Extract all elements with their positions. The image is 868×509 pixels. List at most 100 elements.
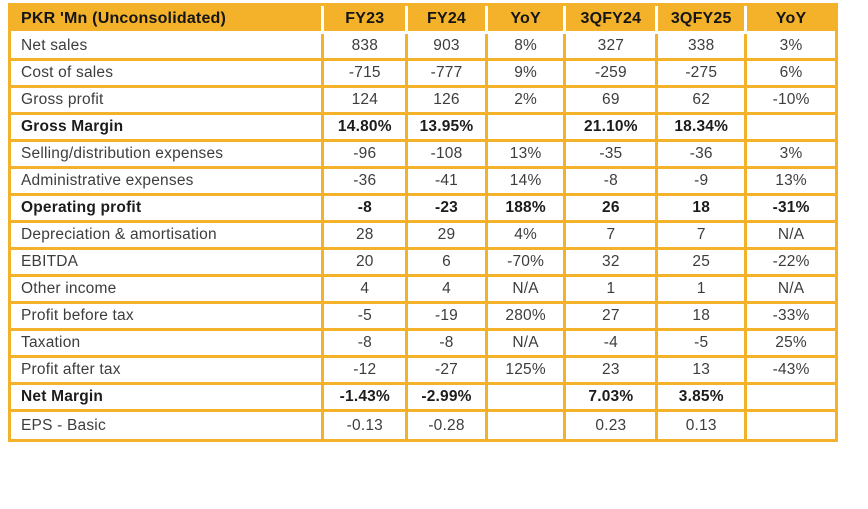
row-label-cell: Administrative expenses (11, 169, 325, 196)
value-cell: 25% (747, 331, 835, 358)
value-cell: -5 (324, 304, 409, 331)
value-cell: 14% (487, 169, 567, 196)
value-cell: -10% (747, 88, 835, 115)
value-cell: 3% (747, 142, 835, 169)
value-cell: 20 (324, 250, 409, 277)
header-cell-title: PKR 'Mn (Unconsolidated) (11, 6, 325, 34)
header-cell-fy23-1: FY23 (324, 6, 409, 34)
value-cell: 6% (747, 61, 835, 88)
value-cell (487, 412, 567, 439)
row-depreciation-amortisation: Depreciation & amortisation 28 29 4% 7 7 N/A (11, 223, 835, 250)
value-cell: 26 (566, 196, 659, 223)
value-cell: -8 (324, 196, 409, 223)
value-cell: 126 (408, 88, 488, 115)
value-cell: 7 (658, 223, 748, 250)
value-cell: 7 (566, 223, 659, 250)
value-cell: -777 (408, 61, 488, 88)
header-cell-yoy-6: YoY (747, 6, 835, 34)
value-cell: 13% (487, 142, 567, 169)
value-cell: -36 (324, 169, 409, 196)
value-cell: 1 (566, 277, 659, 304)
value-cell: -70% (487, 250, 567, 277)
row-label-cell: Gross profit (11, 88, 325, 115)
value-cell: -8 (324, 331, 409, 358)
value-cell: 6 (408, 250, 488, 277)
value-cell: 4 (324, 277, 409, 304)
value-cell: 903 (408, 34, 488, 61)
value-cell: 338 (658, 34, 748, 61)
header-cell-3qfy24-4: 3QFY24 (566, 6, 659, 34)
value-cell: -12 (324, 358, 409, 385)
value-cell: 62 (658, 88, 748, 115)
row-gross-margin: Gross Margin 14.80% 13.95% 21.10% 18.34% (11, 115, 835, 142)
value-cell: 27 (566, 304, 659, 331)
value-cell: N/A (747, 223, 835, 250)
value-cell: -43% (747, 358, 835, 385)
value-cell: 124 (324, 88, 409, 115)
value-cell: N/A (487, 331, 567, 358)
value-cell (747, 412, 835, 439)
value-cell: 23 (566, 358, 659, 385)
value-cell: 125% (487, 358, 567, 385)
value-cell: 18 (658, 304, 748, 331)
value-cell: 25 (658, 250, 748, 277)
value-cell: -275 (658, 61, 748, 88)
value-cell: 8% (487, 34, 567, 61)
row-label-cell: EPS - Basic (11, 412, 325, 439)
value-cell (747, 385, 835, 412)
value-cell: -8 (566, 169, 659, 196)
row-label-cell: Other income (11, 277, 325, 304)
row-label-cell: Cost of sales (11, 61, 325, 88)
value-cell: 3.85% (658, 385, 748, 412)
value-cell (487, 385, 567, 412)
value-cell: 69 (566, 88, 659, 115)
value-cell: 4 (408, 277, 488, 304)
value-cell: -259 (566, 61, 659, 88)
value-cell: 7.03% (566, 385, 659, 412)
financial-results-table: PKR 'Mn (Unconsolidated) FY23 FY24 YoY 3QFY2… (8, 3, 838, 442)
row-ebitda: EBITDA 20 6 -70% 32 25 -22% (11, 250, 835, 277)
value-cell: 28 (324, 223, 409, 250)
row-net-sales: Net sales 838 903 8% 327 338 3% (11, 34, 835, 61)
value-cell: -41 (408, 169, 488, 196)
value-cell: -23 (408, 196, 488, 223)
value-cell: -96 (324, 142, 409, 169)
value-cell: -36 (658, 142, 748, 169)
value-cell: -19 (408, 304, 488, 331)
value-cell: 13% (747, 169, 835, 196)
value-cell: -2.99% (408, 385, 488, 412)
row-label-cell: Depreciation & amortisation (11, 223, 325, 250)
value-cell: 9% (487, 61, 567, 88)
value-cell: 188% (487, 196, 567, 223)
row-profit-after-tax: Profit after tax -12 -27 125% 23 13 -43% (11, 358, 835, 385)
header-cell-3qfy25-5: 3QFY25 (658, 6, 748, 34)
value-cell: -4 (566, 331, 659, 358)
row-label-cell: Net Margin (11, 385, 325, 412)
table-body: Net sales 838 903 8% 327 338 3% Cost of sales -7… (11, 34, 835, 439)
row-label-cell: Gross Margin (11, 115, 325, 142)
row-label-cell: Net sales (11, 34, 325, 61)
value-cell: 13.95% (408, 115, 488, 142)
row-label-cell: Selling/distribution expenses (11, 142, 325, 169)
value-cell: 29 (408, 223, 488, 250)
value-cell: -9 (658, 169, 748, 196)
value-cell: 327 (566, 34, 659, 61)
row-operating-profit: Operating profit -8 -23 188% 26 18 -31% (11, 196, 835, 223)
table-header: PKR 'Mn (Unconsolidated) FY23 FY24 YoY 3QFY2… (11, 6, 835, 34)
row-label-cell: Operating profit (11, 196, 325, 223)
value-cell: -8 (408, 331, 488, 358)
value-cell: 18 (658, 196, 748, 223)
financial-results-table-container: PKR 'Mn (Unconsolidated) FY23 FY24 YoY 3QFY2… (8, 3, 838, 442)
value-cell: 2% (487, 88, 567, 115)
value-cell: -5 (658, 331, 748, 358)
value-cell: 1 (658, 277, 748, 304)
row-label-cell: Taxation (11, 331, 325, 358)
row-taxation: Taxation -8 -8 N/A -4 -5 25% (11, 331, 835, 358)
value-cell: -1.43% (324, 385, 409, 412)
value-cell: 838 (324, 34, 409, 61)
header-cell-fy24-2: FY24 (408, 6, 488, 34)
value-cell: 18.34% (658, 115, 748, 142)
value-cell: -27 (408, 358, 488, 385)
value-cell: -35 (566, 142, 659, 169)
header-row: PKR 'Mn (Unconsolidated) FY23 FY24 YoY 3QFY2… (11, 6, 835, 34)
